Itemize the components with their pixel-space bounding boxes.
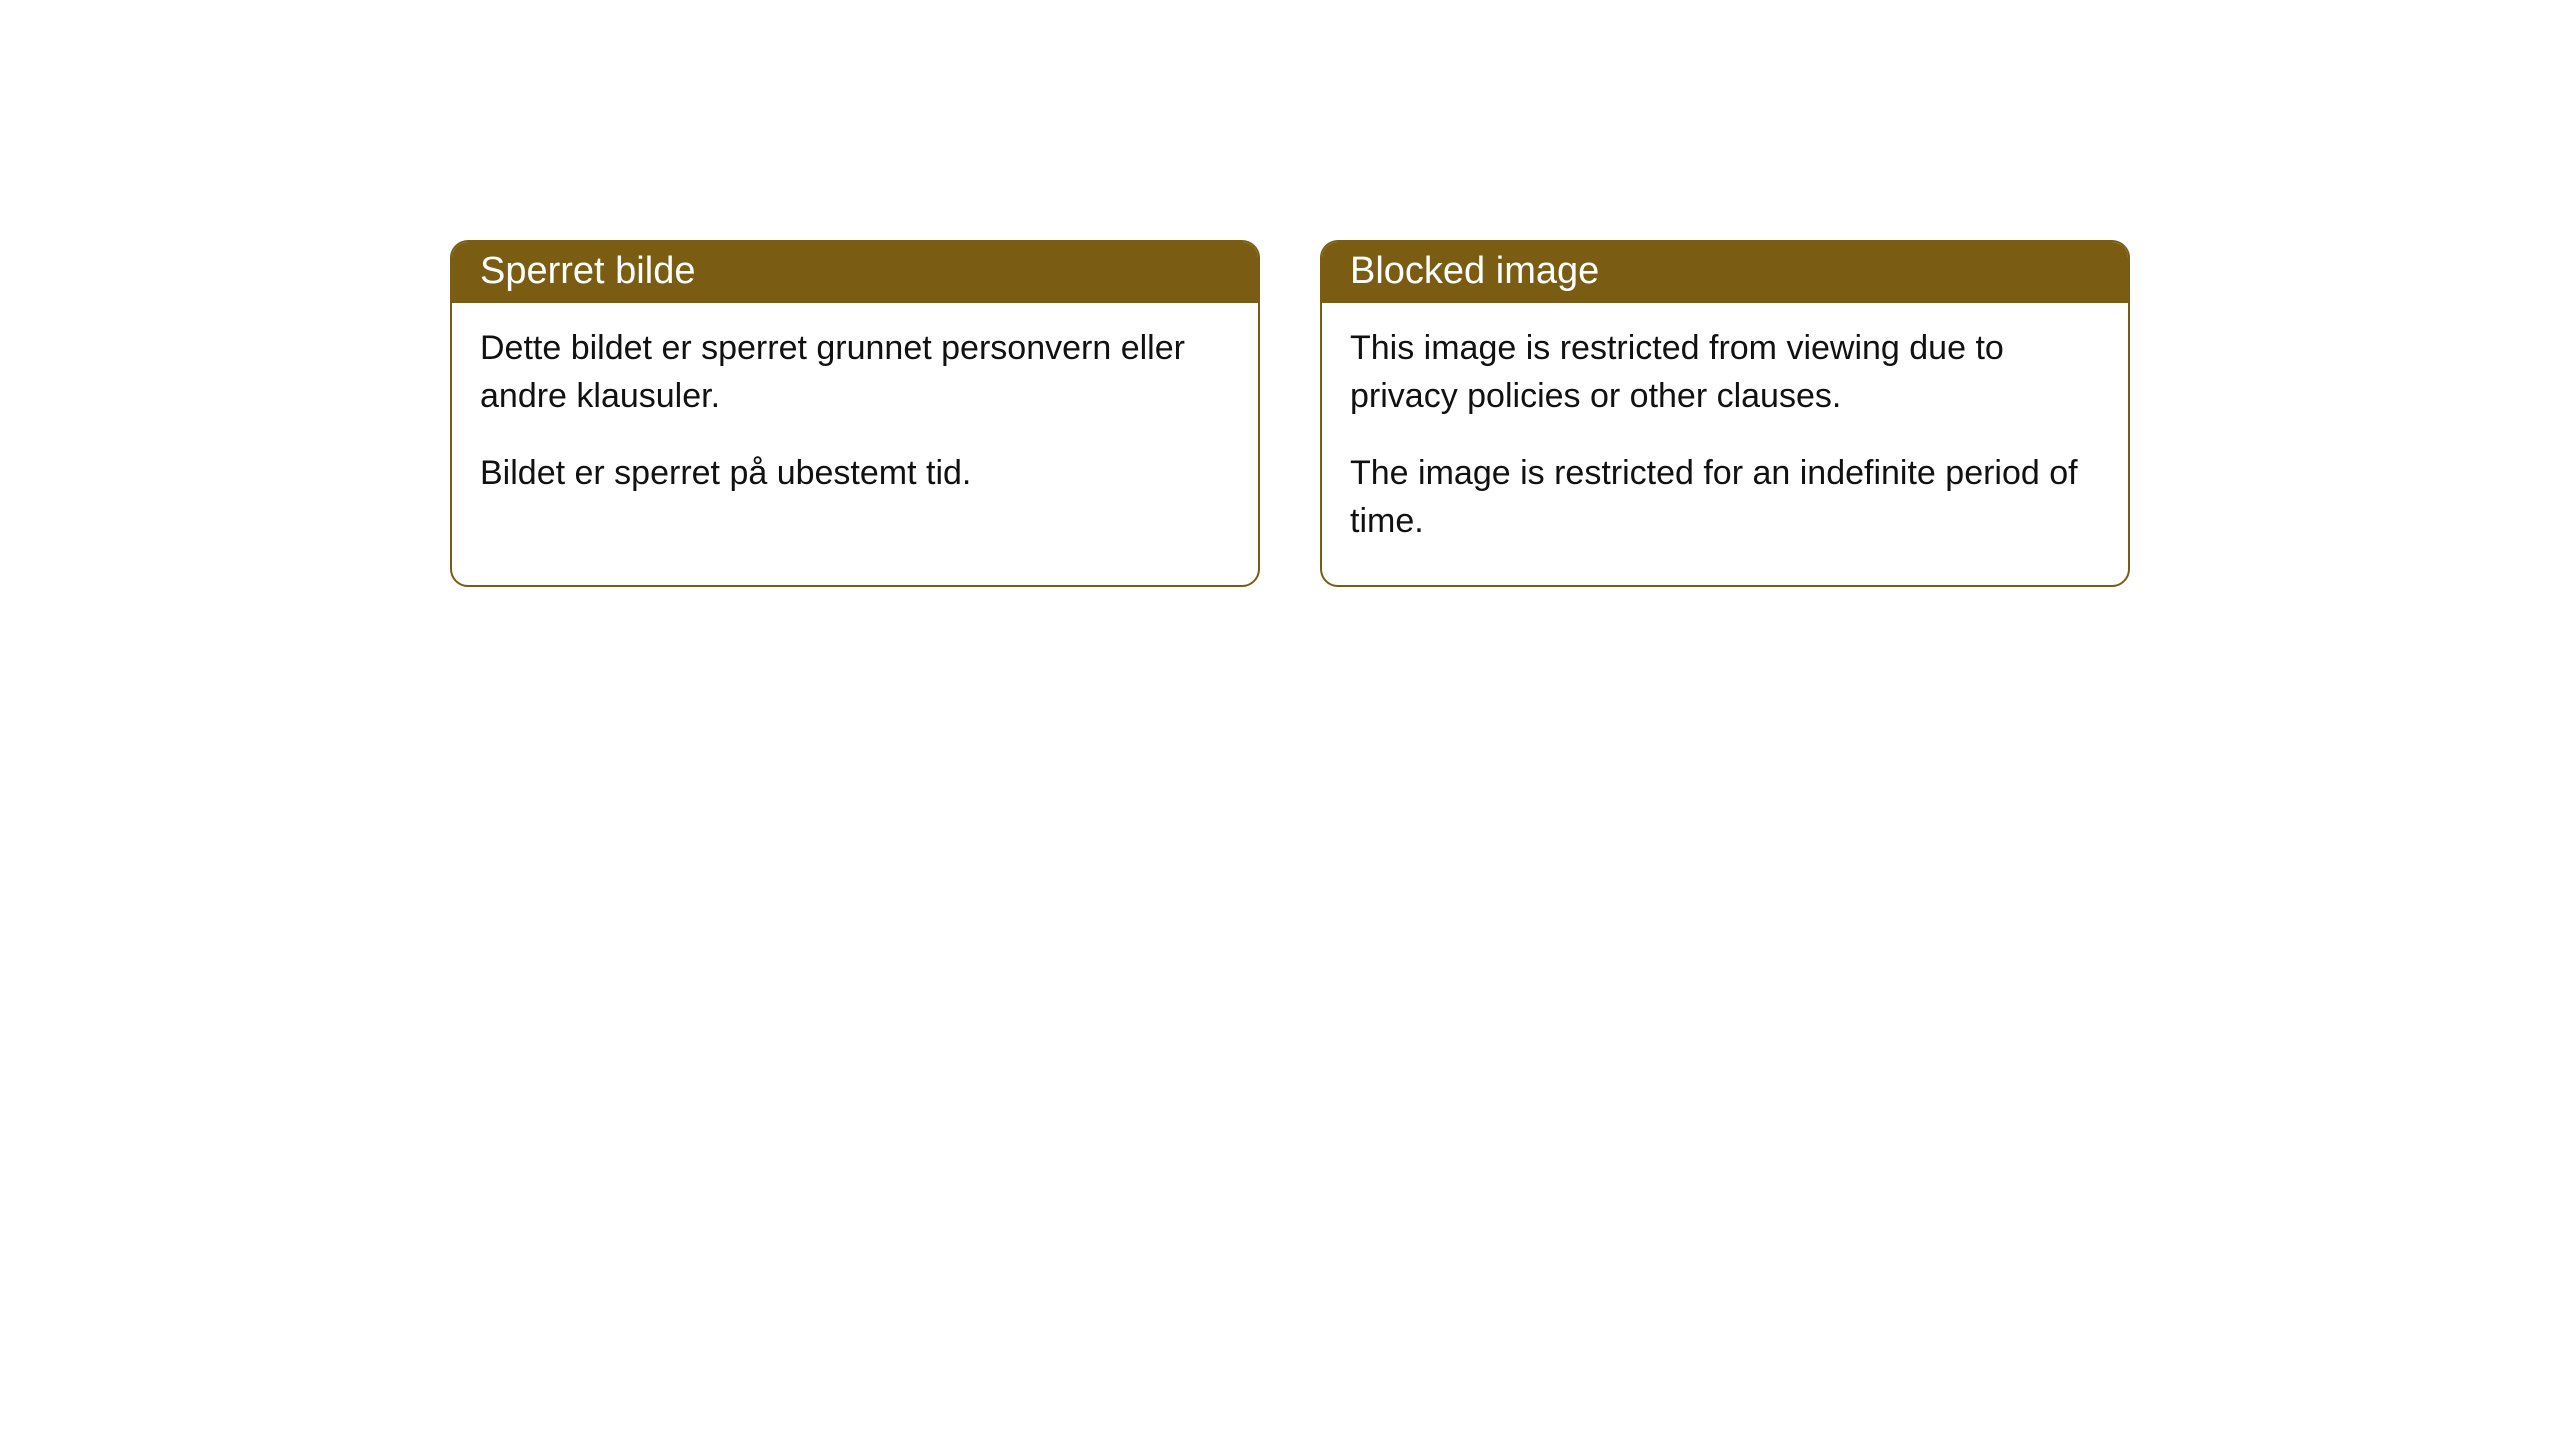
- card-title: Sperret bilde: [480, 250, 695, 292]
- blocked-image-card-english: Blocked image This image is restricted f…: [1320, 240, 2130, 587]
- notice-cards-container: Sperret bilde Dette bildet er sperret gr…: [450, 240, 2130, 587]
- card-paragraph: The image is restricted for an indefinit…: [1350, 450, 2100, 545]
- card-header-norwegian: Sperret bilde: [452, 242, 1258, 303]
- card-paragraph: This image is restricted from viewing du…: [1350, 325, 2100, 420]
- card-paragraph: Bildet er sperret på ubestemt tid.: [480, 450, 1230, 498]
- card-body-english: This image is restricted from viewing du…: [1322, 303, 2128, 585]
- blocked-image-card-norwegian: Sperret bilde Dette bildet er sperret gr…: [450, 240, 1260, 587]
- card-body-norwegian: Dette bildet er sperret grunnet personve…: [452, 303, 1258, 538]
- card-paragraph: Dette bildet er sperret grunnet personve…: [480, 325, 1230, 420]
- card-title: Blocked image: [1350, 250, 1599, 292]
- card-header-english: Blocked image: [1322, 242, 2128, 303]
